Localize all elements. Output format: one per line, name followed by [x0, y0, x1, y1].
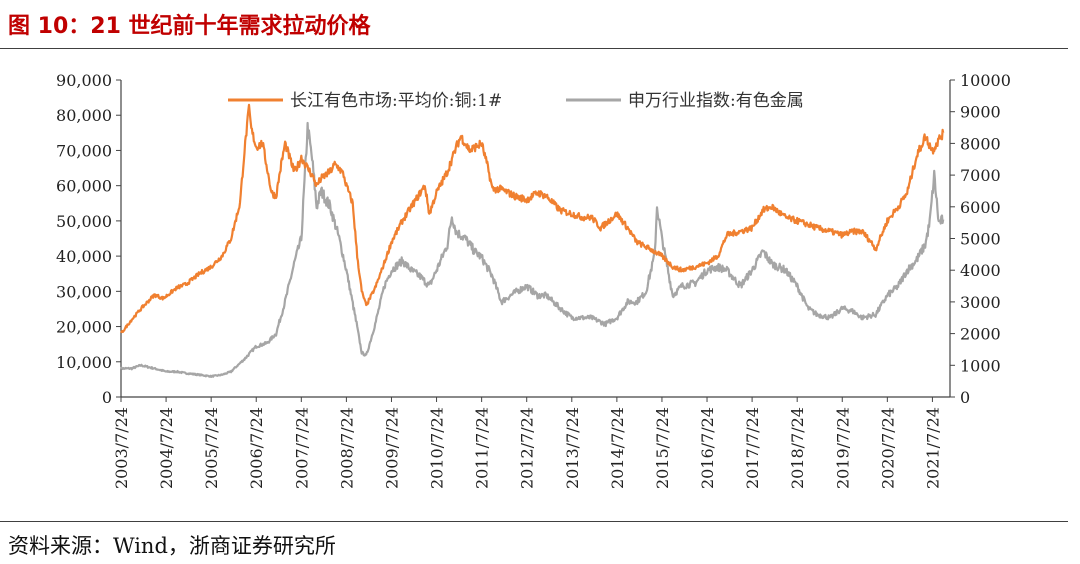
- y-right-tick-label: 9000: [960, 103, 1001, 122]
- y-right-tick-label: 0: [960, 388, 970, 407]
- y-right-tick-label: 8000: [960, 134, 1001, 153]
- chart-area: 0 10,000 20,000 30,000 40,000 50,000 60,000 70,…: [56, 71, 1011, 489]
- x-tick-label: 2018/7/24: [788, 407, 807, 489]
- y-right-tick-label: 5000: [960, 230, 1001, 249]
- x-tick-label: 2011/7/24: [473, 407, 492, 489]
- y-right-tick-label: 7000: [960, 166, 1001, 185]
- y-left-tick-label: 70,000: [56, 141, 112, 160]
- x-tick-label: 2003/7/24: [112, 407, 131, 489]
- y-left-tick-label: 60,000: [56, 177, 112, 196]
- y-left-tick-label: 40,000: [56, 247, 112, 266]
- x-tick-label: 2013/7/24: [563, 407, 582, 489]
- source-note: 资料来源：Wind，浙商证券研究所: [8, 534, 336, 558]
- x-tick-label: 2009/7/24: [382, 407, 401, 489]
- y-left-tick-label: 10,000: [56, 353, 112, 372]
- y-right-tick-label: 10000: [960, 71, 1011, 90]
- x-tick-label: 2017/7/24: [743, 407, 762, 489]
- legend-item-index-label: 申万行业指数:有色金属: [628, 91, 804, 111]
- x-tick-label: 2010/7/24: [428, 407, 447, 489]
- source-rule: [0, 521, 1068, 522]
- figure-title: 图 10：21 世纪前十年需求拉动价格: [8, 14, 371, 39]
- y-left-tick-label: 0: [102, 388, 112, 407]
- chart-legend: 长江有色市场:平均价:铜:1# 申万行业指数:有色金属: [228, 91, 804, 111]
- y-right-tick-label: 1000: [960, 356, 1001, 375]
- y-left-tick-label: 80,000: [56, 106, 112, 125]
- x-tick-label: 2014/7/24: [608, 407, 627, 489]
- x-tick-label: 2012/7/24: [518, 407, 537, 489]
- title-rule: [0, 48, 1068, 49]
- series-copper-price-line: [120, 103, 945, 334]
- x-tick-label: 2008/7/24: [337, 407, 356, 489]
- y-left-tick-label: 30,000: [56, 282, 112, 301]
- x-tick-label: 2005/7/24: [202, 407, 221, 489]
- y-right-tick-label: 2000: [960, 325, 1001, 344]
- chart-series: [119, 103, 945, 378]
- y-left-tick-label: 90,000: [56, 71, 112, 90]
- legend-item-copper-label: 长江有色市场:平均价:铜:1#: [290, 91, 502, 111]
- x-tick-label: 2004/7/24: [157, 407, 176, 489]
- y-right-tick-label: 6000: [960, 198, 1001, 217]
- x-tick-label: 2006/7/24: [247, 407, 266, 489]
- x-tick-label: 2015/7/24: [653, 407, 672, 489]
- chart-axes: 0 10,000 20,000 30,000 40,000 50,000 60,000 70,…: [56, 71, 1011, 489]
- y-right-tick-label: 4000: [960, 261, 1001, 280]
- x-tick-label: 2021/7/24: [923, 407, 942, 489]
- x-tick-label: 2007/7/24: [292, 407, 311, 489]
- x-tick-label: 2016/7/24: [698, 407, 717, 489]
- y-left-tick-label: 20,000: [56, 318, 112, 337]
- x-tick-label: 2019/7/24: [833, 407, 852, 489]
- series-nonferrous-index-line: [119, 121, 945, 378]
- y-right-tick-label: 3000: [960, 293, 1001, 312]
- y-left-tick-label: 50,000: [56, 212, 112, 231]
- x-tick-label: 2020/7/24: [878, 407, 897, 489]
